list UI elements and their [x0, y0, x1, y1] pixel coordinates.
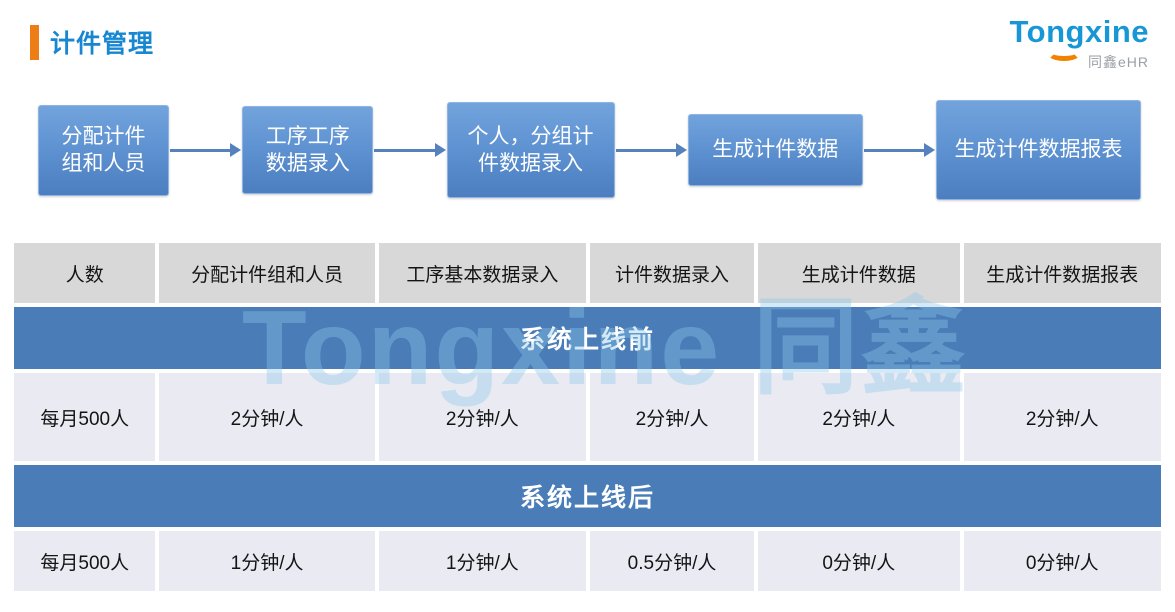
flow-step-label: 生成计件数据报表 [954, 138, 1123, 162]
flow-step-label: 分配计件 [61, 124, 146, 148]
column-header-generate-report: 生成计件数据报表 [963, 243, 1161, 303]
table-cell: 2分钟/人 [758, 373, 960, 461]
table-cell: 2分钟/人 [589, 373, 755, 461]
flow-step-label: 件数据录入 [478, 152, 583, 175]
brand-logo-text: Tongxine [1009, 14, 1149, 49]
column-header-process-entry: 工序基本数据录入 [378, 243, 586, 303]
brand-logo: Tongxine 同鑫eHR [969, 14, 1149, 72]
flow-arrow-icon [863, 143, 935, 157]
brand-logo-subtext: 同鑫eHR [1087, 53, 1149, 70]
title-accent-bar [30, 24, 39, 60]
table-cell: 2分钟/人 [963, 373, 1161, 461]
flow-arrow-icon [615, 143, 687, 157]
process-flow: 分配计件 组和人员 工序工序 数据录入 个人，分组计 件数据录入 生成计件数据 … [38, 94, 1141, 206]
flow-step-process-data-entry: 工序工序 数据录入 [242, 106, 374, 194]
flow-step-label: 数据录入 [265, 152, 350, 175]
table-cell: 每月500人 [14, 531, 156, 591]
table-cell: 1分钟/人 [378, 531, 586, 591]
page-title: 计件管理 [50, 30, 155, 58]
comparison-table: Tongxine 同鑫 人数 分配计件组和人员 工序基本数据录入 计件数据录入 … [14, 243, 1161, 591]
flow-arrow-icon [374, 143, 446, 157]
flow-step-label: 组和人员 [61, 152, 146, 175]
flow-step-generate-data: 生成计件数据 [687, 114, 863, 186]
brand-smile-icon [1047, 45, 1081, 61]
slide-header: 计件管理 Tongxine 同鑫eHR [0, 0, 1175, 90]
flow-step-label: 生成计件数据 [712, 138, 839, 162]
table-cell: 2分钟/人 [378, 373, 586, 461]
table-cell: 每月500人 [14, 373, 156, 461]
flow-step-assign-group: 分配计件 组和人员 [38, 104, 169, 196]
section-banner-after: 系统上线后 [14, 465, 1161, 527]
flow-step-label: 个人，分组计 [467, 124, 594, 148]
section-banner-before: 系统上线前 [14, 307, 1161, 369]
flow-step-generate-report: 生成计件数据报表 [936, 100, 1141, 200]
flow-step-label: 工序工序 [265, 124, 350, 148]
column-header-piece-entry: 计件数据录入 [589, 243, 755, 303]
column-header-assign-group: 分配计件组和人员 [159, 243, 375, 303]
table-cell: 0.5分钟/人 [589, 531, 755, 591]
title-block: 计件管理 [30, 24, 154, 60]
table-cell: 1分钟/人 [159, 531, 375, 591]
flow-arrow-icon [170, 143, 242, 157]
flow-step-piece-data-entry: 个人，分组计 件数据录入 [446, 102, 615, 198]
table-cell: 0分钟/人 [963, 531, 1161, 591]
column-header-people: 人数 [14, 243, 156, 303]
table-cell: 0分钟/人 [758, 531, 960, 591]
column-header-generate-data: 生成计件数据 [758, 243, 960, 303]
comparison-grid: 人数 分配计件组和人员 工序基本数据录入 计件数据录入 生成计件数据 生成计件数… [14, 243, 1161, 591]
table-cell: 2分钟/人 [159, 373, 375, 461]
